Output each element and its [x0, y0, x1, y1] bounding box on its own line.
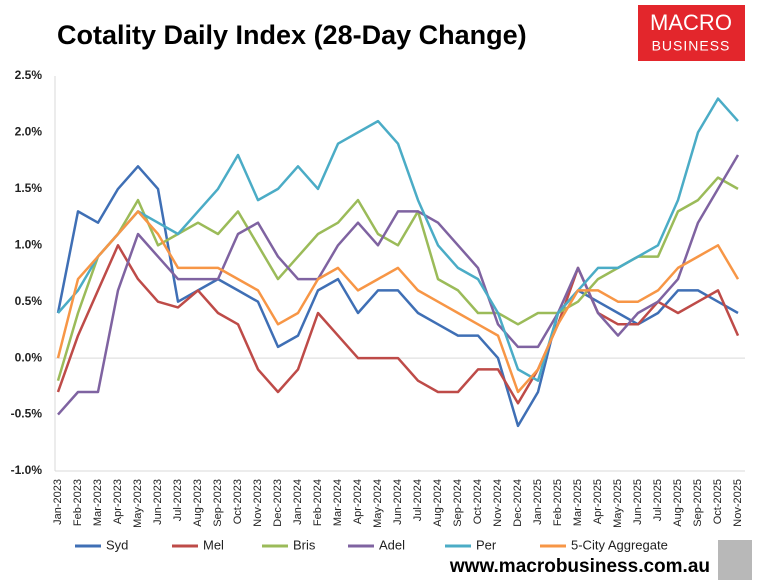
- y-tick-label: 2.5%: [15, 68, 43, 82]
- x-tick-label: Mar-2023: [92, 479, 104, 526]
- x-tick-label: May-2025: [612, 479, 624, 528]
- x-tick-label: Dec-2023: [272, 479, 284, 527]
- legend-label: 5-City Aggregate: [571, 537, 668, 552]
- y-tick-label: 2.0%: [15, 125, 43, 139]
- series-line: [56, 165, 739, 428]
- x-tick-label: Aug-2025: [672, 479, 684, 527]
- footer: www.macrobusiness.com.au: [449, 556, 710, 577]
- x-tick-label: Aug-2023: [192, 479, 204, 527]
- x-tick-label: Oct-2025: [712, 479, 724, 524]
- x-tick-label: Oct-2023: [232, 479, 244, 524]
- x-tick-label: Apr-2025: [592, 479, 604, 524]
- x-tick-label: Jan-2025: [532, 479, 544, 525]
- x-tick-label: Oct-2024: [472, 479, 484, 524]
- x-tick-label: Feb-2023: [72, 479, 84, 526]
- y-tick-label: 0.0%: [15, 350, 43, 364]
- series-line: [57, 154, 740, 416]
- x-tick-label: Aug-2024: [432, 479, 444, 527]
- x-tick-label: Nov-2024: [492, 479, 504, 527]
- y-tick-label: 1.0%: [15, 237, 43, 251]
- logo-icon: [718, 540, 752, 580]
- legend-label: Per: [476, 537, 497, 552]
- x-tick-label: Nov-2025: [732, 479, 744, 527]
- x-tick-label: Mar-2025: [572, 479, 584, 526]
- x-tick-label: Jan-2023: [52, 479, 64, 525]
- x-tick-label: Jun-2025: [632, 479, 644, 525]
- logo-text: BUSINESS: [652, 38, 731, 54]
- logo-box: [638, 5, 745, 61]
- x-tick-label: Apr-2024: [352, 479, 364, 524]
- x-tick-label: Sep-2023: [212, 479, 224, 527]
- y-tick-label: 0.5%: [15, 294, 43, 308]
- series-line: [56, 244, 740, 405]
- x-tick-label: Jun-2024: [392, 479, 404, 525]
- x-tick-label: Mar-2024: [332, 479, 344, 526]
- y-tick-label: 1.5%: [15, 181, 43, 195]
- x-tick-label: Dec-2024: [512, 479, 524, 527]
- x-tick-label: May-2023: [132, 479, 144, 528]
- legend-label: Mel: [203, 537, 224, 552]
- x-tick-label: Apr-2023: [112, 479, 124, 524]
- x-tick-label: Feb-2024: [312, 479, 324, 526]
- legend-label: Bris: [293, 537, 316, 552]
- series-line: [56, 176, 739, 382]
- x-tick-label: Sep-2024: [452, 479, 464, 527]
- chart-title: Cotality Daily Index (28-Day Change): [57, 20, 527, 50]
- y-tick-label: -0.5%: [11, 407, 43, 421]
- legend-label: Syd: [106, 537, 128, 552]
- x-tick-label: Sep-2025: [692, 479, 704, 527]
- x-tick-label: Jun-2023: [152, 479, 164, 525]
- x-tick-label: Jan-2024: [292, 479, 304, 525]
- x-tick-label: Jul-2025: [652, 479, 664, 521]
- legend-label: Adel: [379, 537, 405, 552]
- y-tick-label: -1.0%: [11, 463, 43, 477]
- x-tick-label: Jul-2023: [172, 479, 184, 521]
- series-line: [57, 97, 739, 382]
- x-tick-label: Nov-2023: [252, 479, 264, 527]
- series-line: [56, 210, 740, 394]
- x-tick-label: May-2024: [372, 479, 384, 528]
- logo-text: MACRO: [650, 10, 732, 35]
- x-tick-label: Feb-2025: [552, 479, 564, 526]
- x-tick-label: Jul-2024: [412, 479, 424, 521]
